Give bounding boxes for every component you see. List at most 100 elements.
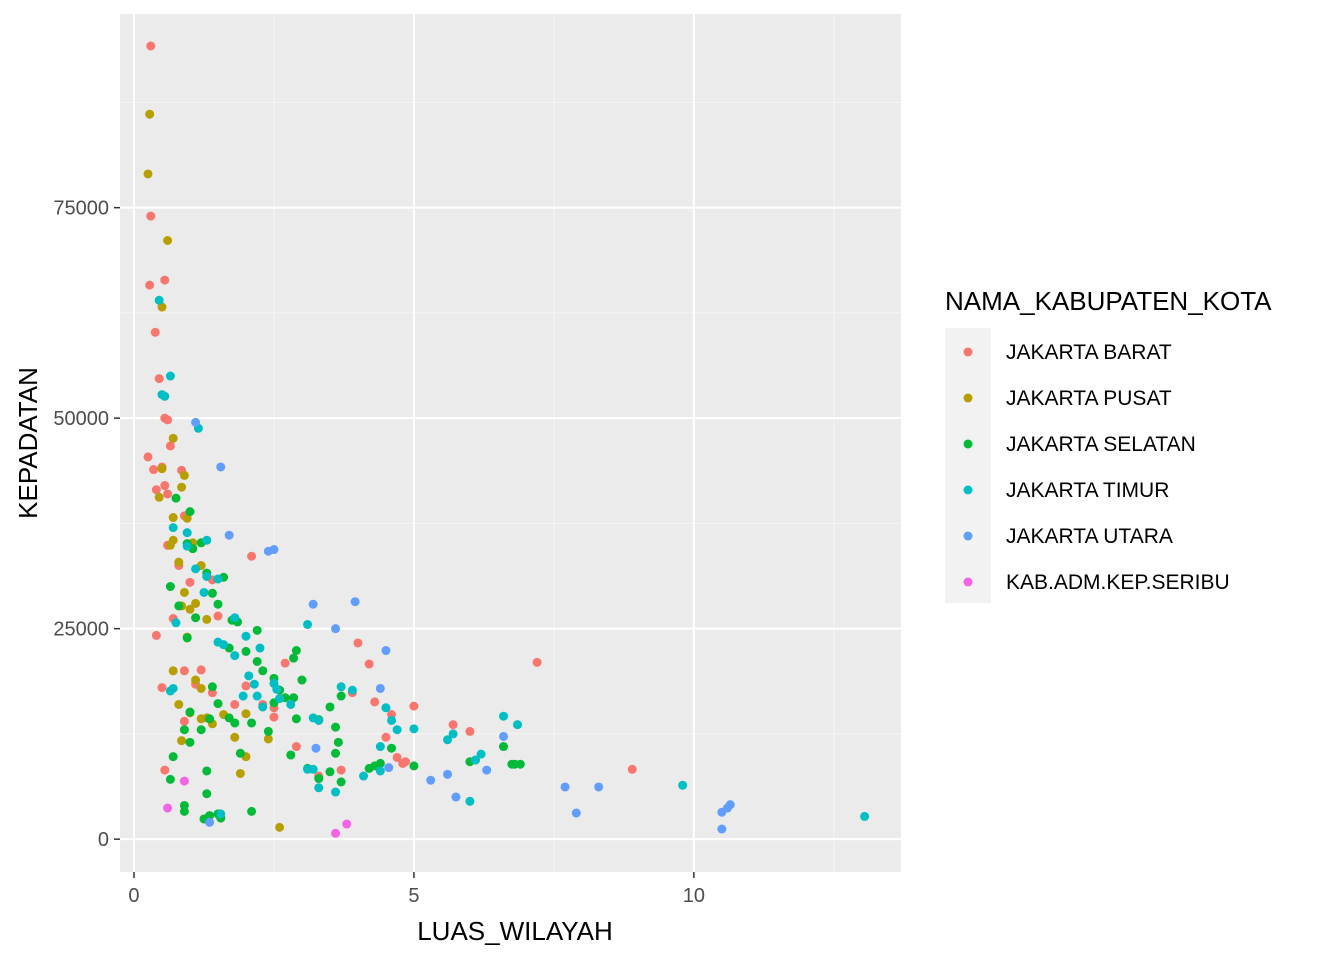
data-point [157,302,167,312]
data-point [154,492,164,502]
data-point [286,750,296,760]
data-point [202,789,212,799]
y-tick-label: 25000 [53,619,109,641]
data-point [252,691,262,701]
data-point [325,702,335,712]
data-point [213,699,223,709]
data-point [146,41,156,51]
data-point [143,169,153,179]
data-point [336,765,346,775]
data-point [182,541,192,551]
data-point [202,535,212,545]
data-point [191,417,201,427]
data-point [165,686,175,696]
data-point [291,646,301,656]
data-point [185,604,195,614]
data-point [303,619,313,629]
data-point [179,470,189,480]
data-point [289,693,299,703]
data-point [174,699,184,709]
data-point [230,732,240,742]
data-point [451,792,461,802]
data-point [247,718,257,728]
data-point [860,811,870,821]
data-point [333,737,343,747]
data-point [154,374,164,384]
data-point [163,415,173,425]
data-point [171,618,181,628]
data-point [207,682,217,692]
data-point [191,564,201,574]
data-point [168,513,178,523]
data-point [202,766,212,776]
data-point [185,507,195,517]
legend-key [963,485,973,495]
data-point [342,819,352,829]
data-point [252,625,262,635]
data-point [196,665,206,675]
data-point [145,109,155,119]
data-point [241,646,251,656]
legend-key [963,439,973,449]
data-point [179,776,189,786]
data-point [350,597,360,607]
data-point [325,767,335,777]
data-point [353,638,363,648]
data-point [157,464,167,474]
data-point [331,828,341,838]
data-point [213,599,223,609]
data-point [465,796,475,806]
legend: JAKARTA BARAT JAKARTA PUSAT JAKARTA SELATA… [963,341,1230,594]
data-point [263,726,273,736]
legend-key [963,393,973,403]
data-point [185,577,195,587]
data-point [182,528,192,538]
data-point [725,800,735,810]
data-point [375,766,385,776]
data-point [182,513,192,523]
data-point [168,752,178,762]
data-point [241,631,251,641]
data-point [143,452,153,462]
data-point [185,707,195,717]
legend-key [963,531,973,541]
data-point [199,587,209,597]
data-point [381,703,391,713]
data-point [160,391,170,401]
data-point [347,685,357,695]
data-point [272,684,282,694]
data-point [471,755,481,765]
legend-label: JAKARTA BARAT [1006,341,1172,364]
data-point [149,465,159,475]
data-point [196,725,206,735]
legend-label: JAKARTA PUSAT [1006,387,1172,410]
data-point [205,817,215,827]
data-point [241,681,251,691]
data-point [213,611,223,621]
data-point [331,748,341,758]
legend-key-background [945,328,991,603]
data-point [426,775,436,785]
data-point [269,712,279,722]
data-point [165,540,175,550]
legend-key [963,347,973,357]
y-tick-label: 50000 [53,408,109,430]
data-point [507,759,517,769]
data-point [247,551,257,561]
data-point [311,743,321,753]
data-point [247,806,257,816]
data-point [375,758,385,768]
data-point [160,481,170,491]
y-tick-label: 0 [98,829,109,851]
legend-label: KAB.ADM.KEP.SERIBU [1006,571,1230,594]
data-point [202,571,212,581]
x-tick-label: 10 [683,885,705,907]
data-point [154,295,164,305]
data-point [409,724,419,734]
data-point [258,666,268,676]
data-point [359,771,369,781]
data-point [308,764,318,774]
data-point [331,787,341,797]
data-point [235,748,245,758]
